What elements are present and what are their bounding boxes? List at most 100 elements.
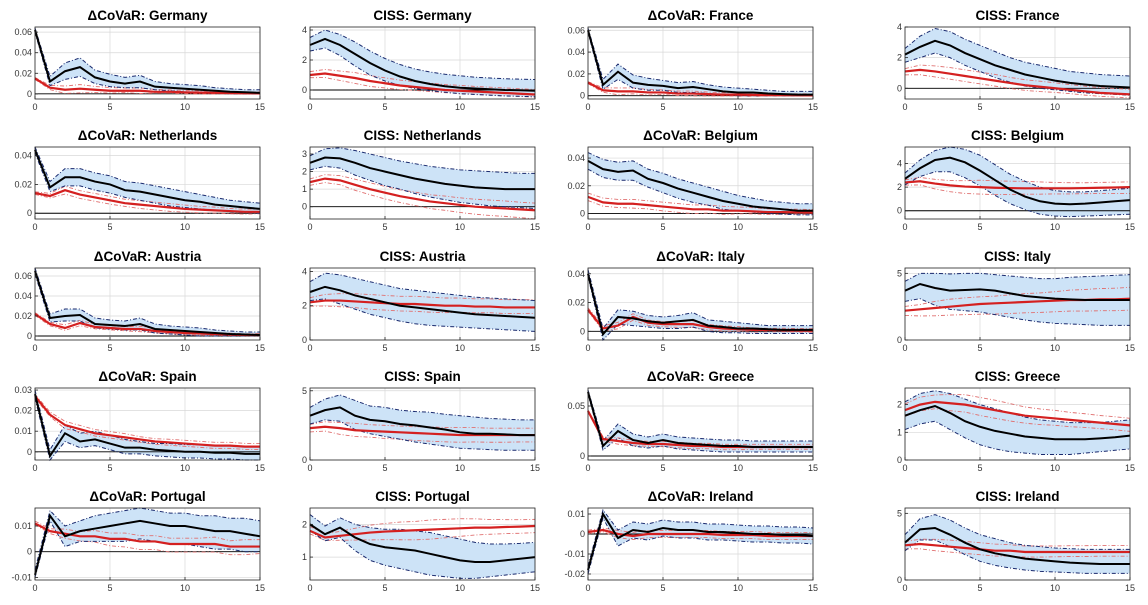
plot-frame [904, 146, 1131, 220]
red-lower-bound [587, 310, 814, 333]
y-tick-label: 5 [897, 268, 902, 278]
chart-title: CISS: Belgium [970, 128, 1064, 143]
x-tick-label: 15 [255, 583, 265, 593]
y-tick-label: 0.04 [567, 269, 585, 279]
x-tick-label: 10 [455, 463, 465, 473]
band-upper-bound [34, 146, 261, 204]
y-tick-label: 0.05 [567, 401, 585, 411]
y-tick-label: 5 [897, 508, 902, 518]
x-tick-label: 15 [1125, 102, 1135, 112]
band-upper-bound [587, 508, 814, 567]
red-lower-bound [309, 430, 535, 443]
band-upper-bound [904, 514, 1130, 550]
band-lower-bound [34, 273, 260, 337]
x-tick-label: 15 [255, 222, 265, 232]
y-tick-label: 5 [302, 386, 307, 396]
red-series-line [34, 77, 261, 95]
chart-svg: 0 5 10 15 0 1 2 [897, 387, 1135, 473]
red-upper-bound [904, 177, 1131, 184]
red-upper-bound [904, 538, 1130, 547]
chart-title: ΔCoVaR: Spain [98, 369, 197, 384]
y-tick-label: 2 [302, 301, 307, 311]
chart-panel-ciss-belgium: CISS: Belgium 0 5 10 15 0 2 4 [870, 125, 1135, 237]
x-tick-label: 15 [530, 583, 540, 593]
x-tick-label: 15 [1125, 343, 1135, 353]
chart-title: ΔCoVaR: Greece [646, 369, 755, 384]
chart-svg: 0 5 10 15 0 2 4 [897, 146, 1135, 232]
y-tick-label: 3 [302, 149, 307, 159]
band-upper-bound [34, 267, 260, 333]
confidence-band [588, 510, 813, 574]
y-tick-label: 0 [302, 85, 307, 95]
red-upper-bound [34, 185, 260, 210]
plot-frame [34, 267, 261, 341]
chart-panel-covar-netherlands: ΔCoVaR: Netherlands 0 5 10 15 0 0.02 0.04 [0, 125, 265, 237]
black-series-line [34, 513, 261, 576]
x-tick-label: 0 [32, 583, 37, 593]
band-upper-bound [309, 147, 535, 174]
red-lower-bound [904, 74, 1131, 99]
band-upper-bound [587, 152, 813, 205]
x-tick-label: 10 [733, 222, 743, 232]
y-tick-label: 0.04 [14, 48, 32, 58]
band-upper-bound [904, 272, 1131, 282]
x-tick-label: 15 [530, 343, 540, 353]
chart-svg: 0 5 10 15 0 2 4 [302, 25, 540, 112]
y-tick-label: 1 [302, 552, 307, 562]
chart-panel-covar-france: ΔCoVaR: France 0 5 10 15 0 0.02 0.04 0.06 [553, 5, 818, 117]
y-tick-label: 0 [897, 335, 902, 345]
red-lower-bound [309, 305, 535, 315]
x-tick-label: 10 [733, 583, 743, 593]
x-tick-label: 5 [977, 583, 982, 593]
chart-svg: 0 5 10 15 1 2 [302, 507, 540, 593]
y-tick-label: 0 [580, 451, 585, 461]
chart-panel-ciss-greece: CISS: Greece 0 5 10 15 0 1 2 [870, 366, 1135, 478]
confidence-band [588, 390, 813, 452]
chart-svg: 0 5 10 15 0 5 [897, 267, 1135, 353]
y-tick-label: 2 [302, 519, 307, 529]
chart-svg: 0 5 10 15 0 0.02 0.04 [567, 267, 818, 353]
confidence-band [905, 514, 1130, 574]
confidence-band [588, 152, 813, 215]
y-tick-label: 0 [897, 206, 902, 216]
chart-panel-ciss-austria: CISS: Austria 0 5 10 15 0 2 4 [275, 246, 540, 358]
chart-title: ΔCoVaR: Ireland [647, 489, 754, 504]
red-series-line [34, 189, 260, 213]
y-tick-label: 0.04 [567, 47, 585, 57]
x-tick-label: 15 [1125, 463, 1135, 473]
confidence-band [35, 390, 260, 460]
y-tick-label: 0 [897, 575, 902, 585]
x-tick-label: 5 [660, 583, 665, 593]
chart-title: CISS: Greece [974, 369, 1061, 384]
black-series-line [587, 159, 813, 212]
black-series-line [309, 523, 536, 563]
x-tick-label: 5 [382, 463, 387, 473]
black-series-line [34, 149, 261, 210]
black-series-line [34, 29, 261, 94]
red-series-line [309, 72, 536, 96]
y-tick-label: 0.03 [14, 385, 32, 395]
y-tick-label: 0.02 [14, 406, 32, 416]
x-tick-label: 5 [977, 102, 982, 112]
y-tick-label: 0.02 [567, 69, 585, 79]
x-tick-label: 0 [585, 222, 590, 232]
y-tick-label: -0.01 [11, 572, 32, 582]
x-tick-label: 0 [585, 583, 590, 593]
confidence-band [310, 273, 535, 332]
y-tick-label: 0.04 [14, 151, 32, 161]
chart-panel-ciss-italy: CISS: Italy 0 5 10 15 0 5 [870, 246, 1135, 358]
y-tick-label: 0 [27, 447, 32, 457]
x-tick-label: 10 [733, 102, 743, 112]
chart-svg: 0 5 10 15 0 0.05 [567, 387, 818, 473]
plot-frame [34, 26, 261, 100]
confidence-band [905, 147, 1130, 217]
y-tick-label: 0 [302, 335, 307, 345]
confidence-band [310, 394, 535, 451]
band-upper-bound [309, 394, 535, 421]
band-lower-bound [587, 276, 813, 342]
x-tick-label: 5 [382, 222, 387, 232]
y-tick-label: 0 [897, 83, 902, 93]
y-tick-label: 0.02 [14, 179, 32, 189]
x-tick-label: 5 [107, 583, 112, 593]
red-lower-bound [34, 193, 261, 215]
